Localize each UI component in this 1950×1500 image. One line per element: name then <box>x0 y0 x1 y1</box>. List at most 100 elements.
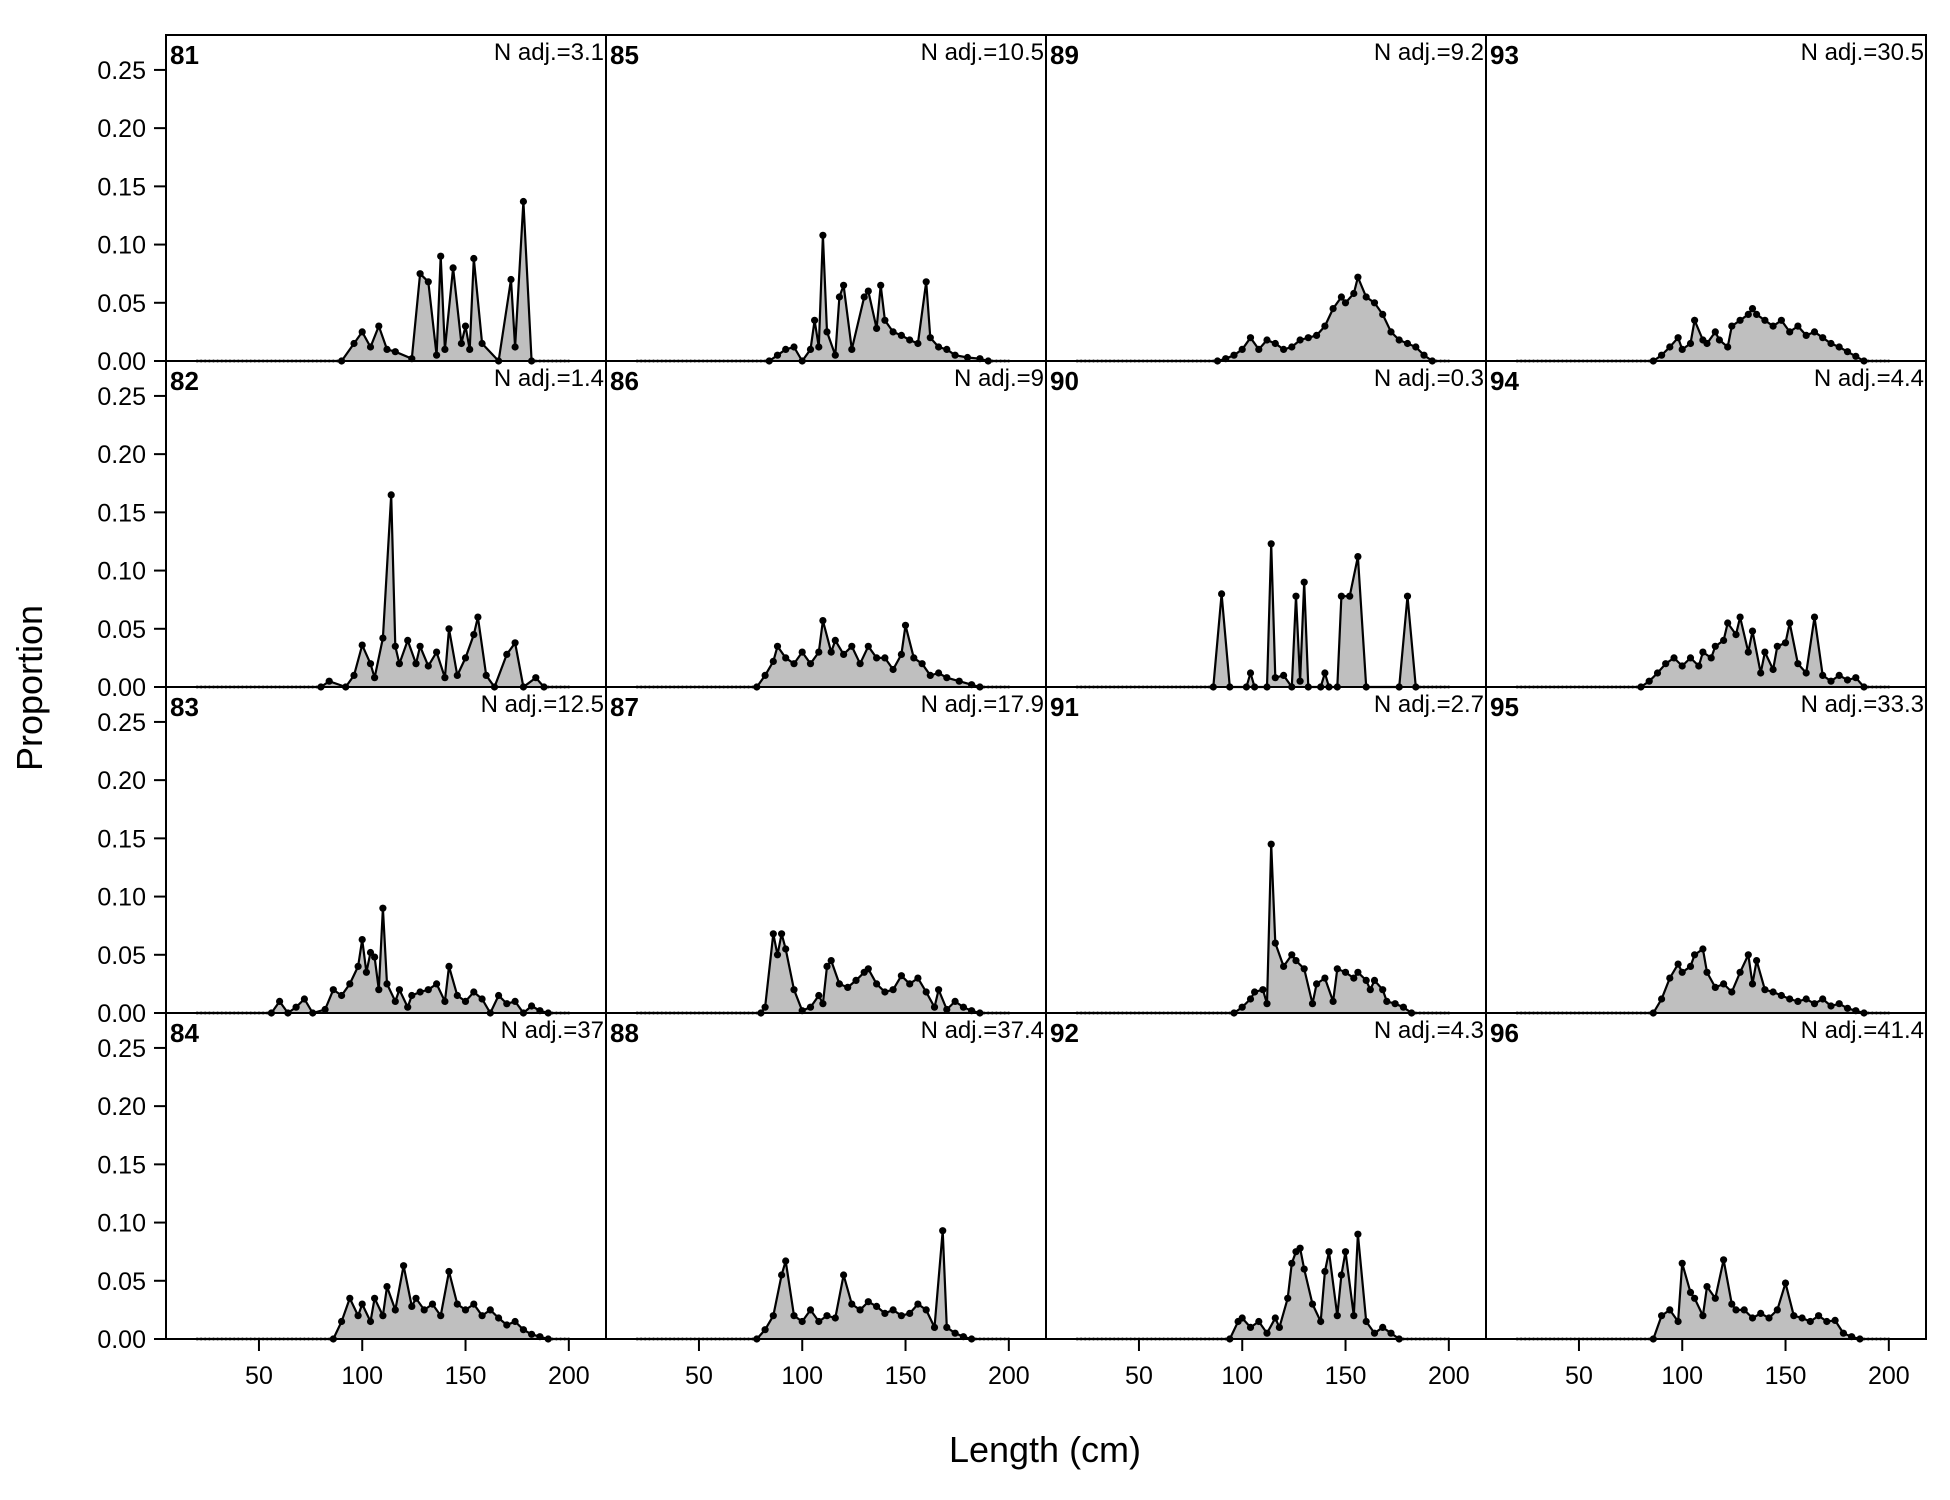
data-point <box>424 278 432 286</box>
data-point <box>441 345 449 353</box>
data-point <box>815 1317 823 1326</box>
data-point <box>1777 991 1785 1000</box>
area-84 <box>197 1265 569 1339</box>
data-point <box>1379 986 1387 994</box>
data-point <box>371 953 379 961</box>
data-point <box>416 988 424 996</box>
x-tick-label: 150 <box>445 1362 487 1390</box>
data-point <box>831 1314 839 1322</box>
data-point <box>1806 1317 1814 1326</box>
data-point <box>1337 592 1345 600</box>
data-point <box>1666 343 1674 351</box>
data-point <box>379 634 387 642</box>
data-point <box>379 1312 387 1320</box>
data-point <box>955 677 963 685</box>
data-point <box>354 962 362 971</box>
data-point <box>375 322 383 330</box>
y-tick-label: 0.00 <box>97 674 146 702</box>
panel-n-adj-label: N adj.=4.4 <box>1814 365 1924 392</box>
data-point <box>1370 976 1379 985</box>
data-point <box>782 945 790 953</box>
data-point <box>889 1306 897 1314</box>
data-point <box>1695 662 1703 670</box>
data-point <box>881 1309 889 1317</box>
data-point <box>329 986 337 994</box>
x-tick-label: 150 <box>1765 1362 1807 1390</box>
data-point <box>889 665 897 674</box>
data-point <box>881 654 889 662</box>
data-point <box>482 671 490 680</box>
data-point <box>1691 316 1699 324</box>
data-point <box>922 988 930 996</box>
series-line-94 <box>1517 616 1889 689</box>
data-point <box>1337 293 1345 301</box>
panel-year-label: 86 <box>610 366 639 396</box>
data-point <box>963 353 972 362</box>
data-point <box>943 1005 951 1014</box>
data-point <box>338 991 346 1000</box>
data-point <box>1246 1323 1255 1331</box>
data-point <box>395 986 403 994</box>
data-point <box>798 648 806 656</box>
data-point <box>1317 1317 1325 1326</box>
data-point <box>437 1312 445 1320</box>
data-point <box>1230 351 1238 359</box>
data-point <box>1699 1312 1707 1320</box>
data-point <box>1218 590 1226 598</box>
y-tick-label: 0.15 <box>97 825 146 853</box>
data-point <box>823 962 831 971</box>
x-tick-label: 200 <box>548 1362 590 1390</box>
data-point <box>1728 1300 1736 1308</box>
data-point <box>495 991 503 1000</box>
data-point <box>926 671 934 680</box>
area-83 <box>197 908 569 1013</box>
data-point <box>1819 334 1827 342</box>
data-point <box>1362 293 1370 301</box>
y-axis-row-2: 0.00 0.05 0.10 0.15 0.20 0.25 <box>97 383 166 702</box>
data-point <box>1843 676 1852 684</box>
data-point <box>815 648 823 656</box>
y-tick-label: 0.10 <box>97 558 146 586</box>
data-point <box>1761 316 1769 324</box>
data-point <box>1802 331 1810 339</box>
data-point <box>470 1300 478 1308</box>
y-tick-label: 0.20 <box>97 1093 146 1121</box>
data-point <box>761 1326 769 1334</box>
data-point <box>819 617 827 625</box>
data-point <box>461 654 470 662</box>
area-89 <box>1077 277 1449 361</box>
y-tick-label: 0.10 <box>97 884 146 912</box>
data-point <box>1835 343 1843 351</box>
data-point <box>371 1294 379 1302</box>
data-point <box>806 1306 815 1314</box>
data-point <box>1794 322 1802 330</box>
data-point <box>1736 613 1744 621</box>
data-point <box>1238 1314 1246 1322</box>
data-point <box>1810 1000 1819 1008</box>
area-93 <box>1517 308 1889 361</box>
data-point <box>835 293 844 301</box>
data-point <box>1280 345 1288 353</box>
data-point <box>1304 334 1312 342</box>
points-96 <box>1515 1256 1891 1343</box>
data-point <box>773 351 782 359</box>
panel-n-adj-label: N adj.=2.7 <box>1374 691 1484 718</box>
data-point <box>1341 1248 1350 1256</box>
x-tick-label: 50 <box>685 1362 713 1390</box>
data-point <box>844 983 852 992</box>
data-point <box>511 997 519 1006</box>
data-point <box>1670 654 1678 662</box>
data-point <box>1366 986 1374 994</box>
data-point <box>1271 1314 1279 1322</box>
data-point <box>806 1003 815 1011</box>
data-point <box>1354 273 1362 281</box>
data-point <box>1703 1283 1711 1291</box>
data-point <box>395 660 403 668</box>
data-point <box>408 1302 416 1310</box>
data-point <box>1296 336 1304 344</box>
data-point <box>906 1309 914 1317</box>
data-point <box>823 1312 831 1320</box>
data-point <box>889 328 897 336</box>
data-point <box>769 657 777 666</box>
data-point <box>445 1267 453 1276</box>
